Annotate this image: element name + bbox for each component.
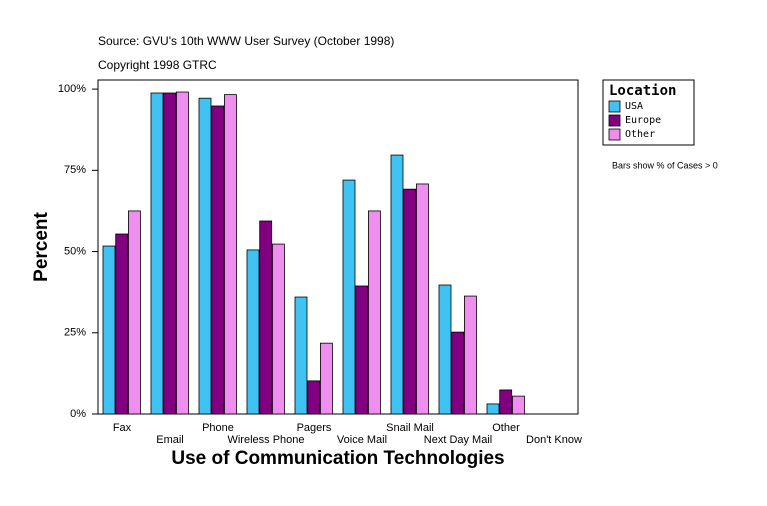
bar xyxy=(115,233,129,415)
legend-title: Location xyxy=(609,83,676,99)
x-tick-label: Voice Mail xyxy=(337,434,387,446)
y-tick-label: 75% xyxy=(64,164,86,176)
bar xyxy=(390,154,404,415)
bar xyxy=(150,92,164,415)
chart-title: Source: GVU's 10th WWW User Survey (Octo… xyxy=(98,34,394,48)
x-tick-label: Snail Mail xyxy=(386,422,434,434)
bar xyxy=(175,91,189,415)
y-tick-label: 100% xyxy=(58,83,86,95)
bar xyxy=(223,94,237,415)
y-tick-label: 50% xyxy=(64,245,86,257)
bar xyxy=(438,284,452,415)
bar xyxy=(403,188,417,415)
bar xyxy=(499,389,513,415)
bar xyxy=(271,243,285,415)
annotation: Bars show % of Cases > 0 xyxy=(612,160,718,170)
bar xyxy=(486,403,500,415)
bar xyxy=(163,92,177,415)
x-tick-label: Other xyxy=(492,422,520,434)
bar xyxy=(367,210,381,415)
y-tick-label: 0% xyxy=(70,408,86,420)
bar xyxy=(463,295,477,415)
x-axis-label: Use of Communication Technologies xyxy=(171,448,504,469)
bar xyxy=(342,179,356,415)
legend-swatch xyxy=(608,128,621,141)
plot-frame xyxy=(97,79,579,415)
legend-entry: Europe xyxy=(625,115,661,126)
x-tick-label: Don't Know xyxy=(526,434,582,446)
bar xyxy=(259,220,273,415)
x-tick-label: Next Day Mail xyxy=(424,434,492,446)
x-tick-label: Wireless Phone xyxy=(227,434,304,446)
bar xyxy=(102,245,116,415)
bar xyxy=(246,249,260,415)
bar xyxy=(307,380,321,415)
bar xyxy=(512,395,525,415)
chart-subtitle: Copyright 1998 GTRC xyxy=(98,58,217,72)
bar xyxy=(319,342,333,415)
bar xyxy=(127,210,141,415)
legend-swatch xyxy=(608,114,621,127)
bar xyxy=(355,285,369,415)
x-tick-label: Email xyxy=(156,434,184,446)
bar xyxy=(198,97,212,415)
legend-entry: USA xyxy=(625,101,643,112)
y-tick-label: 25% xyxy=(64,327,86,339)
legend-entry: Other xyxy=(625,129,655,140)
y-axis-label: Percent xyxy=(31,211,52,281)
x-tick-label: Phone xyxy=(202,422,234,434)
x-tick-label: Pagers xyxy=(297,422,332,434)
bar xyxy=(415,183,429,415)
bar xyxy=(451,331,465,415)
bar xyxy=(211,105,225,415)
legend-swatch xyxy=(608,100,621,113)
x-tick-label: Fax xyxy=(113,422,132,434)
bar xyxy=(294,296,308,415)
